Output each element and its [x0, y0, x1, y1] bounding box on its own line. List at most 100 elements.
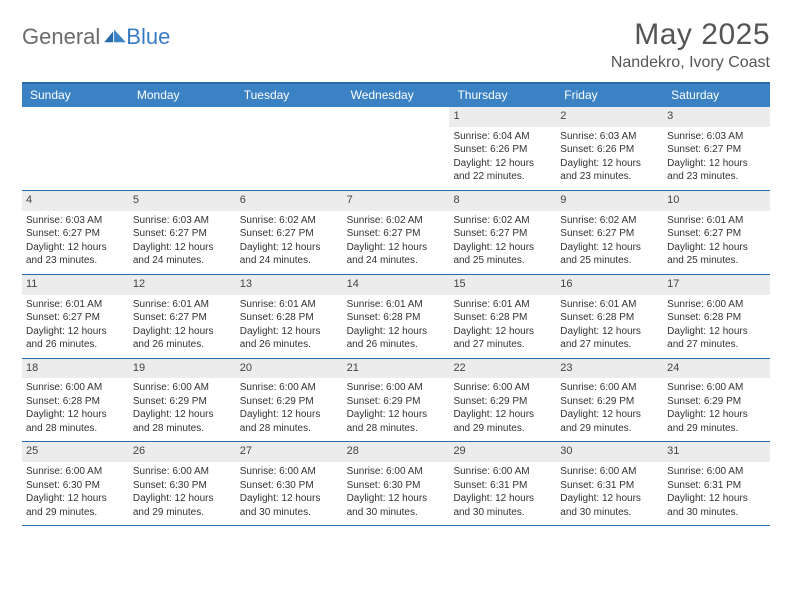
- day-number: 15: [449, 275, 556, 295]
- daylight-line: Daylight: 12 hours and 28 minutes.: [133, 408, 232, 435]
- dow-monday: Monday: [129, 84, 236, 107]
- day-number: 31: [663, 442, 770, 462]
- sunrise-line: Sunrise: 6:00 AM: [347, 465, 446, 479]
- daylight-line: Daylight: 12 hours and 25 minutes.: [453, 241, 552, 268]
- day-number: [236, 107, 343, 127]
- day-cell: 19Sunrise: 6:00 AMSunset: 6:29 PMDayligh…: [129, 359, 236, 442]
- daylight-line: Daylight: 12 hours and 29 minutes.: [26, 492, 125, 519]
- dow-sunday: Sunday: [22, 84, 129, 107]
- dow-friday: Friday: [556, 84, 663, 107]
- sunrise-line: Sunrise: 6:01 AM: [453, 298, 552, 312]
- sunrise-line: Sunrise: 6:00 AM: [453, 381, 552, 395]
- logo-text-general: General: [22, 24, 100, 50]
- sunrise-line: Sunrise: 6:00 AM: [667, 381, 766, 395]
- sunset-line: Sunset: 6:28 PM: [667, 311, 766, 325]
- sunset-line: Sunset: 6:26 PM: [560, 143, 659, 157]
- sunrise-line: Sunrise: 6:02 AM: [240, 214, 339, 228]
- sunset-line: Sunset: 6:29 PM: [453, 395, 552, 409]
- day-number: 10: [663, 191, 770, 211]
- daylight-line: Daylight: 12 hours and 29 minutes.: [133, 492, 232, 519]
- day-number: [343, 107, 450, 127]
- week-row: 25Sunrise: 6:00 AMSunset: 6:30 PMDayligh…: [22, 442, 770, 526]
- day-cell: 24Sunrise: 6:00 AMSunset: 6:29 PMDayligh…: [663, 359, 770, 442]
- daylight-line: Daylight: 12 hours and 30 minutes.: [240, 492, 339, 519]
- day-number: 14: [343, 275, 450, 295]
- sunrise-line: Sunrise: 6:00 AM: [26, 381, 125, 395]
- week-row: 18Sunrise: 6:00 AMSunset: 6:28 PMDayligh…: [22, 359, 770, 443]
- sunrise-line: Sunrise: 6:02 AM: [347, 214, 446, 228]
- daylight-line: Daylight: 12 hours and 29 minutes.: [560, 408, 659, 435]
- sunset-line: Sunset: 6:28 PM: [240, 311, 339, 325]
- sunrise-line: Sunrise: 6:00 AM: [347, 381, 446, 395]
- daylight-line: Daylight: 12 hours and 26 minutes.: [26, 325, 125, 352]
- sunset-line: Sunset: 6:29 PM: [560, 395, 659, 409]
- sunset-line: Sunset: 6:27 PM: [453, 227, 552, 241]
- day-number: 24: [663, 359, 770, 379]
- sunrise-line: Sunrise: 6:01 AM: [133, 298, 232, 312]
- sunset-line: Sunset: 6:30 PM: [347, 479, 446, 493]
- day-number: 28: [343, 442, 450, 462]
- daylight-line: Daylight: 12 hours and 25 minutes.: [560, 241, 659, 268]
- daylight-line: Daylight: 12 hours and 28 minutes.: [26, 408, 125, 435]
- sunrise-line: Sunrise: 6:01 AM: [240, 298, 339, 312]
- daylight-line: Daylight: 12 hours and 28 minutes.: [347, 408, 446, 435]
- day-cell: 30Sunrise: 6:00 AMSunset: 6:31 PMDayligh…: [556, 442, 663, 525]
- sunset-line: Sunset: 6:26 PM: [453, 143, 552, 157]
- daylight-line: Daylight: 12 hours and 30 minutes.: [453, 492, 552, 519]
- sunset-line: Sunset: 6:31 PM: [453, 479, 552, 493]
- day-cell: 31Sunrise: 6:00 AMSunset: 6:31 PMDayligh…: [663, 442, 770, 525]
- day-number: [22, 107, 129, 127]
- day-cell: [22, 107, 129, 190]
- day-cell: 7Sunrise: 6:02 AMSunset: 6:27 PMDaylight…: [343, 191, 450, 274]
- sunrise-line: Sunrise: 6:04 AM: [453, 130, 552, 144]
- day-number: 4: [22, 191, 129, 211]
- day-cell: 17Sunrise: 6:00 AMSunset: 6:28 PMDayligh…: [663, 275, 770, 358]
- title-block: May 2025 Nandekro, Ivory Coast: [611, 18, 770, 72]
- sunset-line: Sunset: 6:29 PM: [133, 395, 232, 409]
- sunset-line: Sunset: 6:30 PM: [133, 479, 232, 493]
- sunset-line: Sunset: 6:27 PM: [667, 143, 766, 157]
- day-cell: 25Sunrise: 6:00 AMSunset: 6:30 PMDayligh…: [22, 442, 129, 525]
- sunset-line: Sunset: 6:28 PM: [453, 311, 552, 325]
- daylight-line: Daylight: 12 hours and 24 minutes.: [133, 241, 232, 268]
- day-cell: 15Sunrise: 6:01 AMSunset: 6:28 PMDayligh…: [449, 275, 556, 358]
- daylight-line: Daylight: 12 hours and 24 minutes.: [240, 241, 339, 268]
- day-number: 7: [343, 191, 450, 211]
- day-number: 11: [22, 275, 129, 295]
- day-number: 22: [449, 359, 556, 379]
- daylight-line: Daylight: 12 hours and 23 minutes.: [667, 157, 766, 184]
- day-cell: 5Sunrise: 6:03 AMSunset: 6:27 PMDaylight…: [129, 191, 236, 274]
- week-row: 11Sunrise: 6:01 AMSunset: 6:27 PMDayligh…: [22, 275, 770, 359]
- day-cell: [129, 107, 236, 190]
- day-number: 16: [556, 275, 663, 295]
- day-cell: 14Sunrise: 6:01 AMSunset: 6:28 PMDayligh…: [343, 275, 450, 358]
- day-number: 6: [236, 191, 343, 211]
- day-number: 1: [449, 107, 556, 127]
- daylight-line: Daylight: 12 hours and 24 minutes.: [347, 241, 446, 268]
- calendar-grid: Sunday Monday Tuesday Wednesday Thursday…: [22, 82, 770, 526]
- day-number: 5: [129, 191, 236, 211]
- day-number: 26: [129, 442, 236, 462]
- location-label: Nandekro, Ivory Coast: [611, 54, 770, 72]
- day-cell: 21Sunrise: 6:00 AMSunset: 6:29 PMDayligh…: [343, 359, 450, 442]
- month-title: May 2025: [611, 18, 770, 52]
- daylight-line: Daylight: 12 hours and 26 minutes.: [347, 325, 446, 352]
- logo-text-blue: Blue: [126, 24, 170, 50]
- daylight-line: Daylight: 12 hours and 30 minutes.: [667, 492, 766, 519]
- day-cell: 13Sunrise: 6:01 AMSunset: 6:28 PMDayligh…: [236, 275, 343, 358]
- week-row: 1Sunrise: 6:04 AMSunset: 6:26 PMDaylight…: [22, 107, 770, 191]
- day-number: 20: [236, 359, 343, 379]
- calendar-page: General Blue May 2025 Nandekro, Ivory Co…: [0, 0, 792, 526]
- day-cell: [236, 107, 343, 190]
- sunset-line: Sunset: 6:27 PM: [26, 311, 125, 325]
- day-cell: 11Sunrise: 6:01 AMSunset: 6:27 PMDayligh…: [22, 275, 129, 358]
- sunset-line: Sunset: 6:31 PM: [667, 479, 766, 493]
- sunset-line: Sunset: 6:29 PM: [347, 395, 446, 409]
- dow-wednesday: Wednesday: [343, 84, 450, 107]
- sunrise-line: Sunrise: 6:00 AM: [26, 465, 125, 479]
- daylight-line: Daylight: 12 hours and 23 minutes.: [560, 157, 659, 184]
- sunrise-line: Sunrise: 6:02 AM: [453, 214, 552, 228]
- day-number: 23: [556, 359, 663, 379]
- logo: General Blue: [22, 24, 170, 50]
- sunrise-line: Sunrise: 6:01 AM: [560, 298, 659, 312]
